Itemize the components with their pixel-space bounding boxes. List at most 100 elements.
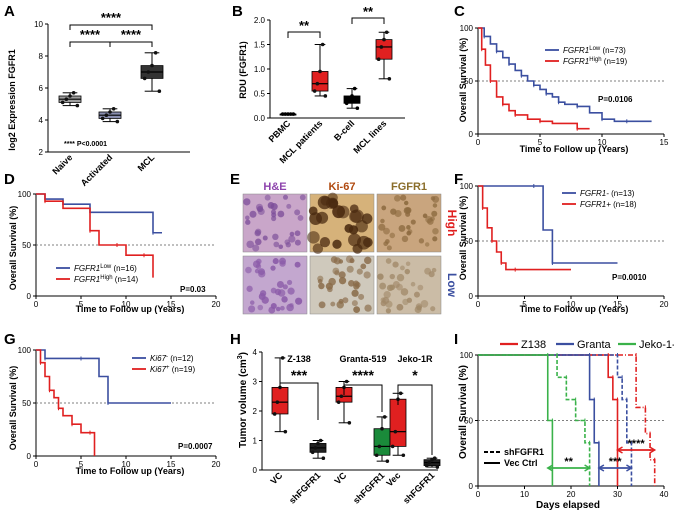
ytick-label: 0 [27, 292, 32, 301]
xtick-label: 15 [167, 460, 176, 469]
ytick-label: 0 [469, 482, 474, 491]
panel-h-group-2: Granta-519 [339, 354, 386, 364]
panel-f-plot: 0 5 10 15 20 0 50 100 FGFR1- (n=13) FGFR1+ (n=18) [460, 182, 669, 309]
panel-b-sig-bar-1 [287, 31, 321, 38]
panel-d-label: D [4, 171, 15, 188]
data-point [142, 76, 147, 81]
data-point [350, 94, 354, 98]
micrograph-0-1 [307, 192, 375, 254]
data-point [387, 77, 392, 81]
panel-h-sig-1: *** [291, 367, 308, 383]
xtick-label: shFGFR1 [351, 470, 386, 505]
panel-i: I Overall Survival (%) Days elapsed 0 10 2… [454, 331, 674, 511]
box-iqr [311, 71, 329, 92]
e-header-1: Ki-67 [329, 181, 356, 193]
panel-h-sig-bar-2 [343, 384, 383, 412]
data-point [288, 112, 293, 116]
ytick-label: 8 [39, 52, 44, 61]
panel-c-plot: 0 5 10 15 0 50 100 FGFR1Low (n=73) FGFR1High (n=… [460, 24, 669, 147]
survival-curve-0 [36, 193, 162, 234]
panel-b-sig-2: ** [363, 4, 374, 19]
box-0 [58, 91, 82, 108]
data-point [380, 426, 384, 431]
survival-curve-1 [478, 27, 590, 130]
data-point [336, 400, 341, 404]
xtick-label: MCL [136, 152, 157, 173]
ytick-label: 1.0 [254, 65, 266, 74]
panel-a-xlabels: Naive Activated MCL [50, 152, 156, 188]
xtick-label: 5 [79, 300, 84, 309]
panel-c-label: C [454, 3, 465, 20]
ytick-label: 0.5 [254, 90, 266, 99]
data-point [146, 70, 151, 74]
data-point [71, 91, 76, 95]
ytick-label: 100 [18, 346, 32, 355]
data-point [374, 453, 379, 458]
panel-i-xlabel: Days elapsed [536, 500, 600, 511]
data-point [347, 421, 352, 425]
data-point [312, 89, 317, 93]
xtick-label: 5 [538, 138, 543, 147]
data-point [339, 394, 344, 399]
ytick-label: 2 [39, 148, 44, 157]
data-point [104, 113, 109, 117]
panel-d: D Overall Survival (%) Time to Follow up… [4, 171, 221, 314]
data-point [320, 42, 325, 47]
data-point [111, 107, 116, 111]
data-point [398, 391, 403, 396]
panel-a-note: **** P<0.0001 [64, 141, 107, 148]
ytick-label: 0.0 [254, 114, 266, 123]
data-point [316, 441, 320, 446]
panel-a-ylabel: log2 Expression FGFR1 [7, 49, 17, 151]
data-point [435, 465, 440, 469]
data-point [291, 112, 296, 116]
panel-i-label: I [454, 331, 458, 348]
data-point [108, 110, 112, 114]
data-point [376, 57, 381, 61]
data-point [427, 460, 432, 465]
legend-entry: FGFR1High (n=14) [74, 275, 138, 284]
panel-c: C Overall Survival (%) Time to Follow up… [454, 3, 669, 154]
box-1 [98, 107, 122, 124]
micrograph-0-0 [242, 193, 308, 253]
data-point [377, 444, 382, 449]
box-1 [311, 42, 329, 98]
arrow-head [649, 446, 657, 454]
panel-b-boxes [279, 30, 393, 116]
ytick-label: 50 [22, 241, 31, 250]
panel-h-ylabel: Tumor volume (cm3) [237, 352, 249, 448]
box-5 [423, 456, 441, 469]
ytick-label: 4 [39, 116, 44, 125]
box-0 [271, 356, 289, 434]
box-iqr [373, 428, 391, 456]
panel-a: A log2 Expression FGFR1 2 4 6 8 10 Naive Acti… [4, 3, 190, 188]
ytick-label: 2 [253, 407, 258, 416]
ytick-label: 10 [34, 20, 43, 29]
data-point [153, 51, 158, 55]
panel-a-boxes [58, 51, 164, 124]
xtick-label: 20 [212, 460, 221, 469]
data-point [286, 112, 290, 116]
arrow-head [584, 464, 592, 472]
ytick-label: 4 [253, 348, 258, 357]
panel-g-pvalue: P=0.0007 [178, 442, 213, 451]
panel-i-plot: 0 10 20 30 40 0 50 100 [460, 351, 669, 499]
panel-h-sig-3: * [412, 367, 418, 383]
box-iqr [389, 398, 407, 447]
panel-g-label: G [4, 331, 16, 348]
e-row-0: High [445, 210, 459, 237]
data-point [75, 103, 80, 108]
panel-a-sig-bar-1 [69, 41, 111, 47]
panel-b-sig-1: ** [299, 18, 310, 33]
panel-a-sig-1: **** [80, 27, 101, 42]
data-point [344, 101, 349, 106]
data-point [355, 106, 360, 110]
xtick-label: 20 [567, 490, 576, 499]
box-4 [389, 391, 407, 458]
box-2 [140, 51, 164, 93]
data-point [150, 63, 154, 68]
panel-a-sig-2: **** [121, 27, 142, 42]
